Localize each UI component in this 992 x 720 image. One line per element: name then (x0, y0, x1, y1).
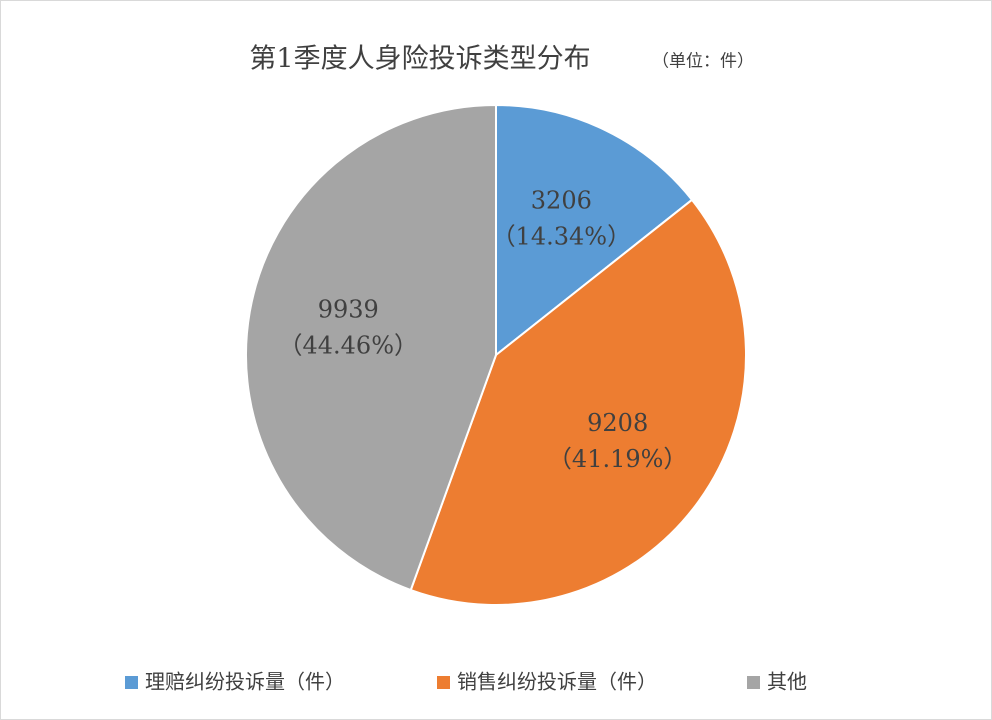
legend-label: 理赔纠纷投诉量（件） (145, 670, 345, 694)
pie-slice (245, 103, 497, 592)
percent-label: （41.19%） (548, 445, 688, 473)
value-label: 9939 (318, 296, 379, 324)
value-label: 3206 (531, 186, 592, 214)
pie-slice (409, 198, 747, 606)
pie-slice (495, 103, 694, 358)
legend-swatch (437, 676, 450, 689)
chart-subtitle: （单位：件） (652, 52, 754, 72)
legend-swatch (747, 676, 760, 689)
percent-label: （44.46%） (279, 332, 419, 360)
legend-swatch (125, 676, 138, 689)
legend-label: 其他 (767, 670, 807, 694)
legend-label: 销售纠纷投诉量（件） (457, 670, 657, 694)
percent-label: （14.34%） (492, 222, 632, 250)
chart-title: 第1季度人身险投诉类型分布 (249, 44, 590, 75)
value-label: 9208 (587, 409, 648, 437)
